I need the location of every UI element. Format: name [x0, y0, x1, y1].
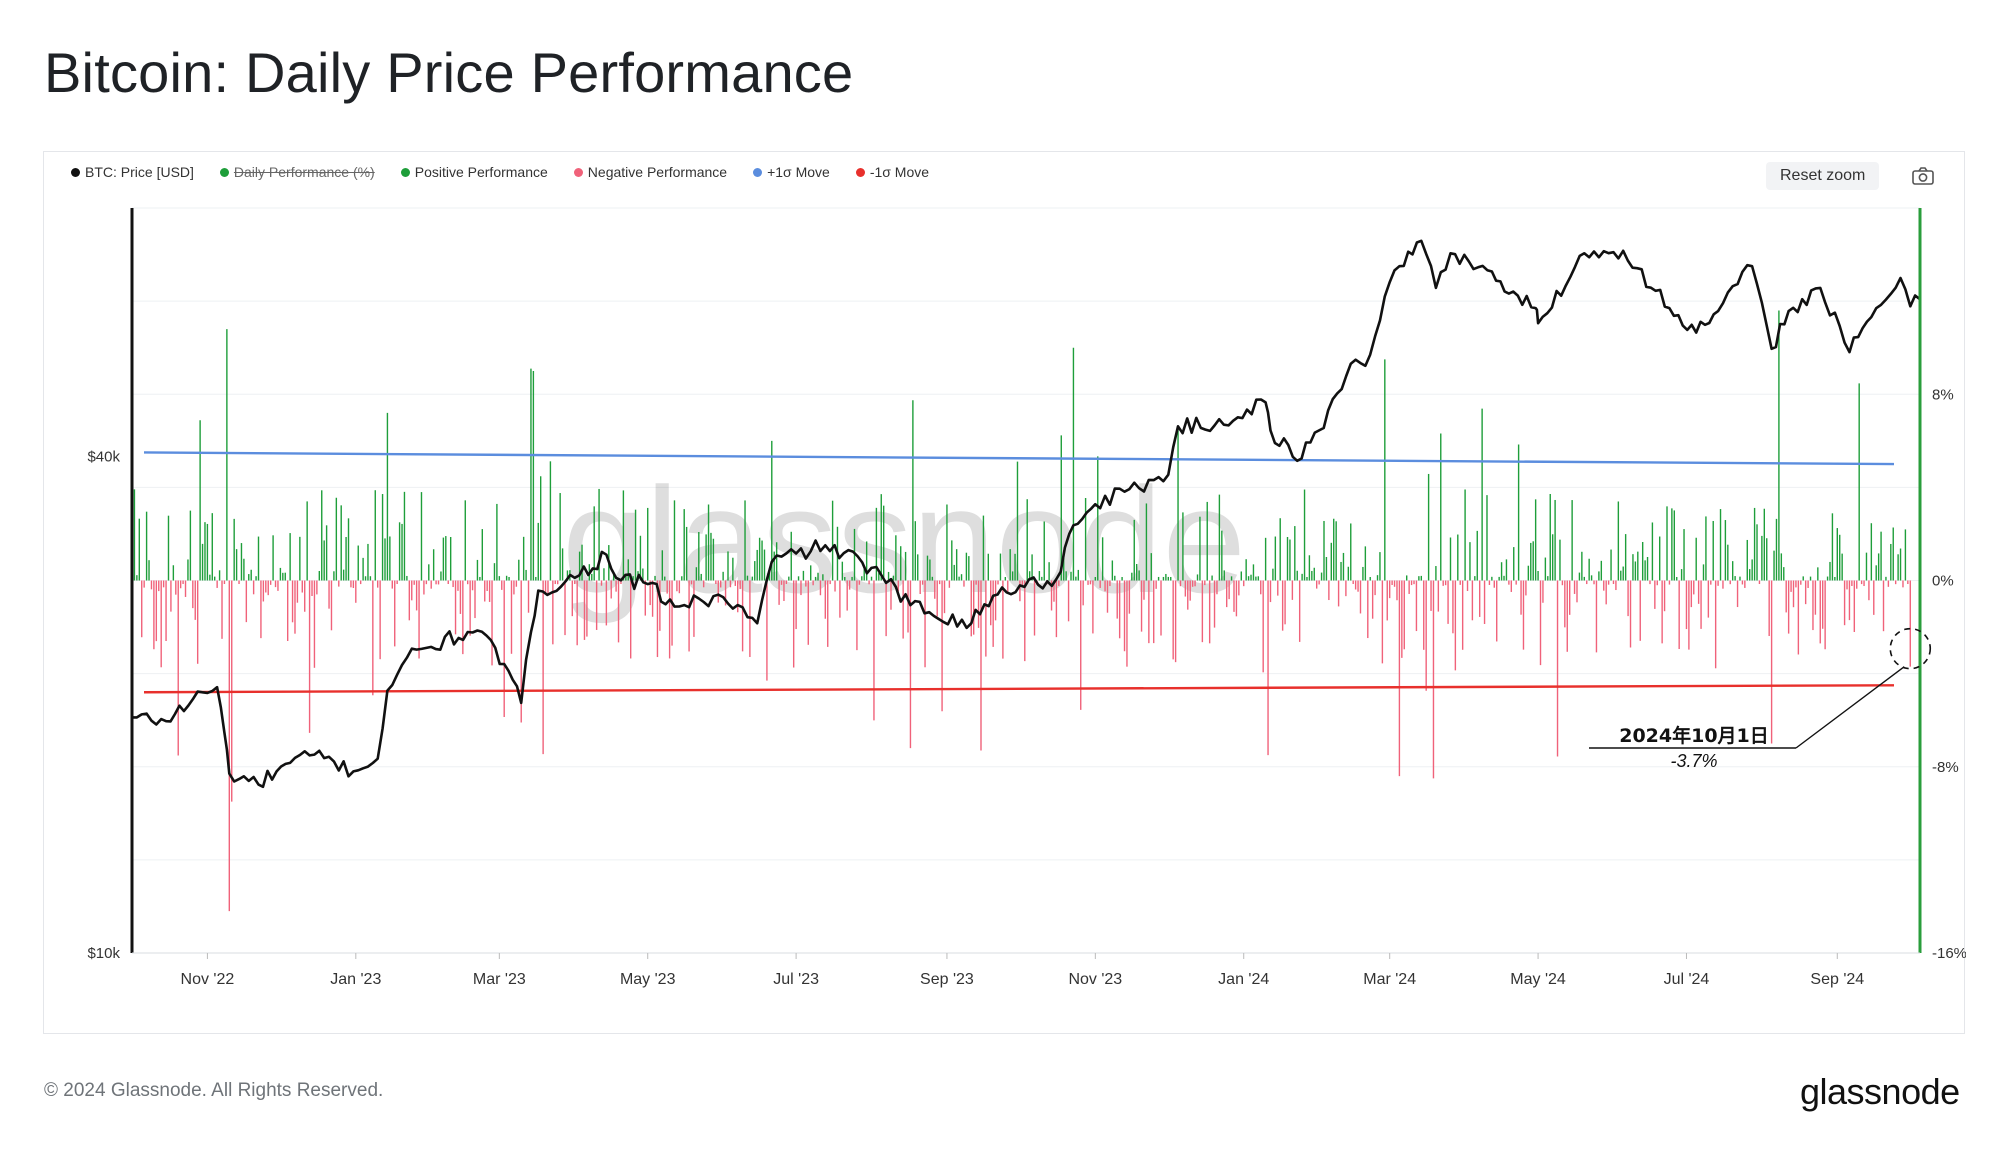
- x-axis-tick-label: May '24: [1510, 971, 1566, 988]
- right-axis-tick-label: -8%: [1932, 759, 1959, 776]
- annotation-value-label: -3.7%: [1670, 751, 1717, 771]
- x-axis-tick-label: Mar '24: [1363, 971, 1416, 988]
- legend-item[interactable]: -1σ Move: [855, 164, 930, 180]
- x-axis-tick-label: Sep '24: [1810, 971, 1864, 988]
- camera-icon[interactable]: [1909, 164, 1937, 188]
- legend-item[interactable]: +1σ Move: [753, 164, 830, 180]
- x-axis-tick-label: Nov '22: [181, 971, 235, 988]
- x-axis-tick-label: Jan '24: [1218, 971, 1269, 988]
- legend-dot-icon: [855, 167, 865, 177]
- legend-dot-icon: [219, 167, 229, 177]
- reset-zoom-button[interactable]: Reset zoom: [1766, 162, 1880, 190]
- left-axis-tick-label: $10k: [87, 945, 120, 962]
- right-axis-tick-label: 0%: [1932, 573, 1954, 590]
- chart-container: BTC: Price [USD] Daily Performance (%) Pos…: [43, 151, 1966, 1034]
- x-axis-tick-label: Mar '23: [473, 971, 526, 988]
- price-line: [132, 239, 1921, 789]
- page-title: Bitcoin: Daily Price Performance: [44, 41, 854, 104]
- legend-item[interactable]: BTC: Price [USD]: [71, 164, 194, 180]
- annotation-date-label: 2024年10月1日: [1619, 724, 1769, 747]
- right-axis-tick-label: -16%: [1932, 945, 1966, 962]
- legend-item[interactable]: Positive Performance: [400, 164, 548, 180]
- x-axis-tick-label: Jul '24: [1664, 971, 1710, 988]
- legend-dot-icon: [573, 167, 583, 177]
- plus-sigma-line: [143, 451, 1895, 466]
- x-axis-tick-label: Nov '23: [1068, 971, 1122, 988]
- legend-item[interactable]: Daily Performance (%): [219, 164, 375, 180]
- legend-label: BTC: Price [USD]: [85, 164, 194, 180]
- legend-label: -1σ Move: [869, 164, 930, 180]
- legend-dot-icon: [753, 167, 763, 177]
- annotation-leader-line: [1795, 666, 1905, 749]
- legend-label: Positive Performance: [414, 164, 548, 180]
- copyright-text: © 2024 Glassnode. All Rights Reserved.: [44, 1080, 384, 1101]
- legend-label: +1σ Move: [767, 164, 830, 180]
- glassnode-logo: glassnode: [1800, 1071, 1960, 1112]
- x-axis-tick-label: Jan '23: [330, 971, 381, 988]
- legend-item[interactable]: Negative Performance: [573, 164, 728, 180]
- x-axis-tick-label: Sep '23: [920, 971, 974, 988]
- legend-dot-icon: [71, 167, 80, 177]
- legend-dot-icon: [400, 167, 410, 177]
- left-axis-tick-label: $40k: [87, 448, 120, 465]
- legend-label: Daily Performance (%): [233, 164, 375, 180]
- minus-sigma-line: [143, 684, 1895, 694]
- right-axis-tick-label: 8%: [1932, 386, 1954, 403]
- annotation-circle: [1889, 627, 1932, 670]
- x-axis-tick-label: May '23: [620, 971, 676, 988]
- x-axis-tick-label: Jul '23: [773, 971, 819, 988]
- chart-legend: BTC: Price [USD] Daily Performance (%) Pos…: [71, 164, 929, 180]
- legend-label: Negative Performance: [587, 164, 728, 180]
